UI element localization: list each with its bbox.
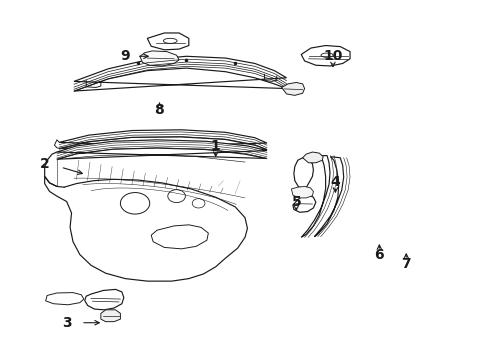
Text: 5: 5: [292, 194, 301, 208]
Polygon shape: [315, 157, 343, 237]
Polygon shape: [101, 310, 121, 321]
Polygon shape: [46, 293, 84, 305]
Text: 3: 3: [62, 316, 72, 330]
Polygon shape: [140, 51, 179, 66]
Polygon shape: [147, 33, 189, 50]
Text: 7: 7: [401, 257, 411, 271]
Text: 10: 10: [323, 49, 343, 63]
Polygon shape: [294, 158, 314, 188]
Text: 6: 6: [374, 248, 384, 262]
Polygon shape: [74, 56, 287, 91]
Polygon shape: [57, 140, 267, 159]
Text: 8: 8: [155, 103, 164, 117]
Polygon shape: [59, 130, 267, 149]
Polygon shape: [301, 45, 350, 66]
Polygon shape: [303, 152, 323, 163]
Polygon shape: [301, 156, 330, 237]
Polygon shape: [292, 186, 314, 198]
Polygon shape: [293, 195, 316, 212]
Text: 1: 1: [211, 139, 220, 153]
Text: 4: 4: [331, 175, 340, 189]
Text: 9: 9: [121, 49, 130, 63]
Text: 2: 2: [40, 157, 49, 171]
Polygon shape: [85, 289, 124, 310]
Polygon shape: [151, 225, 208, 249]
Polygon shape: [282, 82, 305, 95]
